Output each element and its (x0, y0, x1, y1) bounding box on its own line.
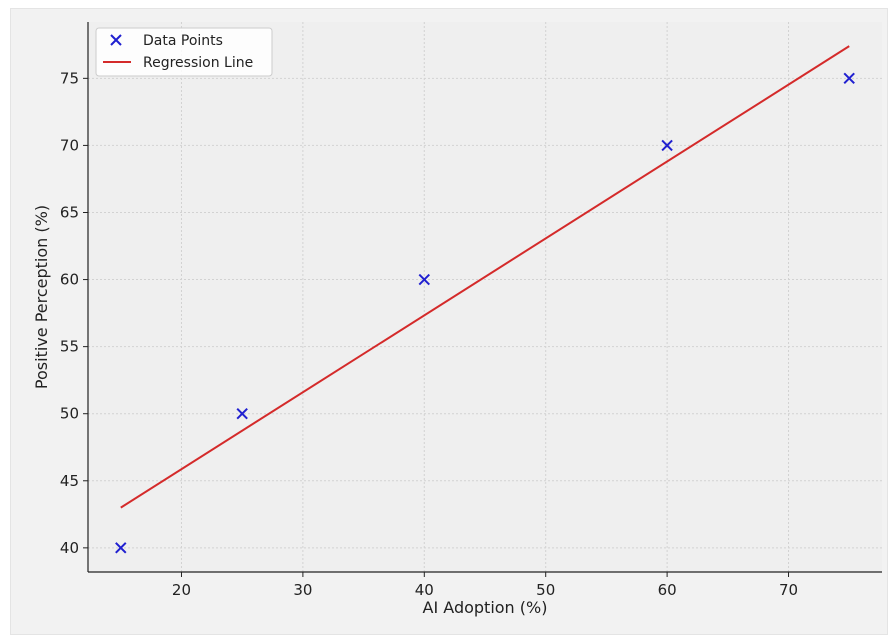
y-tick-label: 50 (60, 405, 79, 423)
y-axis-title: Positive Perception (%) (32, 205, 51, 389)
y-tick-label: 65 (60, 203, 79, 221)
plot-area (88, 22, 882, 572)
data-point (661, 139, 673, 152)
legend: Data Points Regression Line (95, 27, 273, 77)
x-ticks: 20 30 40 50 60 70 (172, 572, 798, 599)
x-axis-title: AI Adoption (%) (423, 598, 548, 617)
y-tick-label: 55 (60, 338, 79, 356)
x-tick-label: 60 (658, 581, 677, 599)
legend-x-icon (110, 34, 122, 46)
data-point (843, 72, 855, 85)
legend-label-regression-line: Regression Line (143, 55, 253, 71)
data-point (115, 542, 127, 554)
x-tick-label: 50 (536, 581, 555, 599)
x-tick-label: 20 (172, 581, 191, 599)
legend-marker-data-points (110, 34, 122, 46)
legend-label-data-points: Data Points (143, 33, 223, 49)
x-tick-label: 30 (293, 581, 312, 599)
series-layer (115, 45, 855, 554)
legend-box (95, 27, 273, 77)
y-ticks: 40 45 50 55 60 65 70 75 (60, 69, 88, 557)
data-point (418, 273, 431, 286)
y-tick-label: 60 (60, 271, 79, 289)
grid (88, 22, 882, 572)
y-tick-label: 45 (60, 472, 79, 490)
y-tick-label: 70 (60, 136, 79, 154)
data-point (236, 408, 248, 420)
y-tick-label: 40 (60, 539, 79, 557)
y-tick-label: 75 (60, 69, 79, 87)
regression-line (120, 45, 850, 509)
x-tick-label: 40 (415, 581, 434, 599)
x-tick-label: 70 (779, 581, 798, 599)
